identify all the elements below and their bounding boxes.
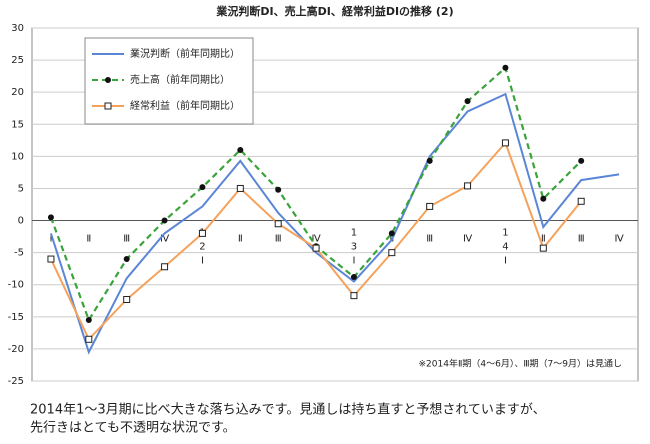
point [161,263,169,271]
point [539,244,547,252]
point [275,186,282,193]
point [426,157,433,164]
point [236,184,244,192]
legend-marker [105,77,111,83]
y-tick-label: 30 [11,23,24,34]
point [464,182,472,190]
annotation: ※2014年Ⅱ期（4～6月）、Ⅲ期（7～9月）は見通し [419,358,623,370]
x-tick-char: 2 [199,242,205,253]
point [198,229,206,237]
legend-label: 売上高（前年同期比） [130,73,230,86]
y-tick-label: 15 [11,119,24,130]
caption: 2014年1～3月期に比べ大きな落ち込みです。見通しは持ち直すと予想されています… [30,402,546,418]
point [199,184,206,191]
x-tick-label: 1 4 Ⅰ [502,228,508,267]
point [123,256,130,263]
point [577,197,585,205]
y-tick-label: -25 [8,376,24,387]
point [85,335,93,343]
x-tick-label: Ⅳ [614,234,624,245]
point [501,139,509,147]
caption: 先行きはとても不透明な状況です。 [30,421,236,436]
point [350,292,358,300]
x-tick-label: 1 3 Ⅰ [351,228,357,267]
x-tick-char: Ⅰ [201,256,204,267]
legend-label: 経常利益（前年同期比） [130,99,240,112]
point [312,244,320,252]
x-tick-char: 1 [502,228,508,239]
point [47,255,55,263]
x-tick-char: 3 [351,242,357,253]
x-tick-label: Ⅲ [275,234,282,245]
point [161,217,168,224]
x-tick-char: 4 [502,242,508,253]
chart-title: 業況判断DI、売上高DI、経常利益DIの推移 (2) [215,4,453,18]
x-tick-label: Ⅱ [86,234,91,245]
legend-marker [104,102,112,110]
point [502,64,509,71]
point [464,98,471,105]
point [578,157,585,164]
y-tick-label: -15 [8,312,24,323]
x-tick-label: Ⅲ [123,234,130,245]
point [123,295,131,303]
x-tick-label: Ⅲ [426,234,433,245]
x-tick-label: Ⅱ [238,234,243,245]
x-tick-label: Ⅰ [49,234,52,245]
legend-label: 業況判断（前年同期比） [130,47,240,60]
point [274,220,282,228]
point [350,274,357,281]
y-tick-label: 0 [18,216,24,227]
y-tick-label: 5 [18,183,24,194]
y-tick-label: -5 [14,248,24,259]
y-tick-label: 25 [11,55,24,66]
point [388,249,396,257]
x-tick-label: Ⅱ [541,234,546,245]
x-tick-label: Ⅳ [463,234,473,245]
series-line [49,92,620,355]
point [85,317,92,324]
x-tick-label: Ⅳ [160,234,170,245]
x-tick-label: Ⅳ [311,234,321,245]
point [540,195,547,202]
x-tick-char: Ⅰ [352,256,355,267]
y-tick-label: 10 [11,151,24,162]
y-tick-label: 20 [11,87,24,98]
point [47,214,54,221]
x-tick-char: Ⅰ [504,256,507,267]
point [388,230,395,237]
point [237,146,244,153]
x-tick-char: 1 [351,228,357,239]
y-tick-label: -20 [8,344,24,355]
x-tick-label: Ⅲ [578,234,585,245]
point [426,202,434,210]
y-tick-label: -10 [8,280,24,291]
